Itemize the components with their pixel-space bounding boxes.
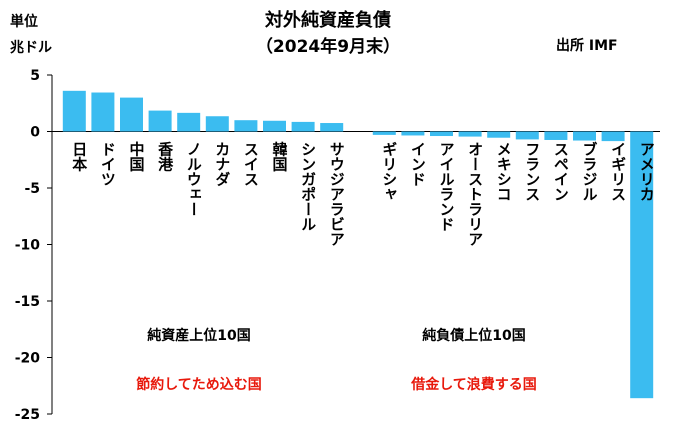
y-tick-label: -25 xyxy=(15,407,40,423)
category-label: 香港 xyxy=(156,141,174,173)
y-tick-label: -10 xyxy=(15,238,41,254)
category-label: アイルランド xyxy=(438,142,456,232)
y-tick-label: 5 xyxy=(30,68,40,84)
bar-debt-7 xyxy=(573,131,596,141)
category-label: イギリス xyxy=(609,142,627,202)
category-label: 韓国 xyxy=(271,141,289,173)
bar-debt-9 xyxy=(630,131,654,399)
bar-asset-7 xyxy=(263,120,286,132)
bar-debt-4 xyxy=(487,131,511,138)
bar-asset-5 xyxy=(205,116,229,132)
chart-subtitle: （2024年9月末） xyxy=(256,36,400,57)
category-label: インド xyxy=(409,142,427,187)
y-tick-label: -5 xyxy=(24,181,40,197)
category-label: 日本 xyxy=(70,142,88,173)
group-caption: 節約してため込む国 xyxy=(136,376,262,393)
bar-asset-4 xyxy=(177,112,201,132)
group-name-label: 純負債上位10国 xyxy=(422,327,525,344)
category-label: フランス xyxy=(523,142,541,202)
group-name-label: 純資産上位10国 xyxy=(147,327,250,344)
bar-asset-3 xyxy=(148,110,172,132)
bar-debt-8 xyxy=(601,131,625,142)
bar-debt-5 xyxy=(515,131,539,140)
bar-debt-1 xyxy=(401,131,425,136)
bar-asset-6 xyxy=(234,120,258,132)
chart-title: 対外純資産負債 xyxy=(264,9,391,31)
bar-debt-3 xyxy=(458,131,482,137)
category-label: オーストラリア xyxy=(466,142,484,247)
category-label: スイス xyxy=(242,142,260,187)
y-tick-label: 0 xyxy=(30,125,40,141)
category-label: ブラジル xyxy=(581,141,599,202)
bar-debt-0 xyxy=(372,131,396,135)
category-label: アメリカ xyxy=(638,142,656,202)
bar-asset-1 xyxy=(91,92,115,132)
category-label: カナダ xyxy=(213,142,231,187)
bar-asset-8 xyxy=(291,121,315,132)
group-caption: 借金して浪費する国 xyxy=(410,376,537,393)
bar-debt-6 xyxy=(544,131,568,140)
source-note: 出所 IMF xyxy=(556,37,618,54)
unit-label-line2: 兆ドル xyxy=(10,40,52,56)
unit-label-line1: 単位 xyxy=(10,13,38,30)
bar-asset-9 xyxy=(320,123,344,132)
category-label: ドイツ xyxy=(99,142,117,187)
category-label: ギリシャ xyxy=(380,142,398,202)
category-label: スペイン xyxy=(552,142,570,202)
bar-asset-2 xyxy=(120,97,143,132)
category-label: メキシコ xyxy=(495,142,513,202)
y-tick-label: -15 xyxy=(15,294,40,310)
category-label: ノルウェー xyxy=(185,142,203,217)
bar-debt-2 xyxy=(430,131,453,137)
bar-asset-0 xyxy=(62,90,86,132)
category-label: 中国 xyxy=(128,141,146,173)
y-tick-label: -20 xyxy=(15,351,41,367)
category-label: シンガポール xyxy=(299,142,317,232)
category-label: サウジアラビア xyxy=(328,142,346,247)
